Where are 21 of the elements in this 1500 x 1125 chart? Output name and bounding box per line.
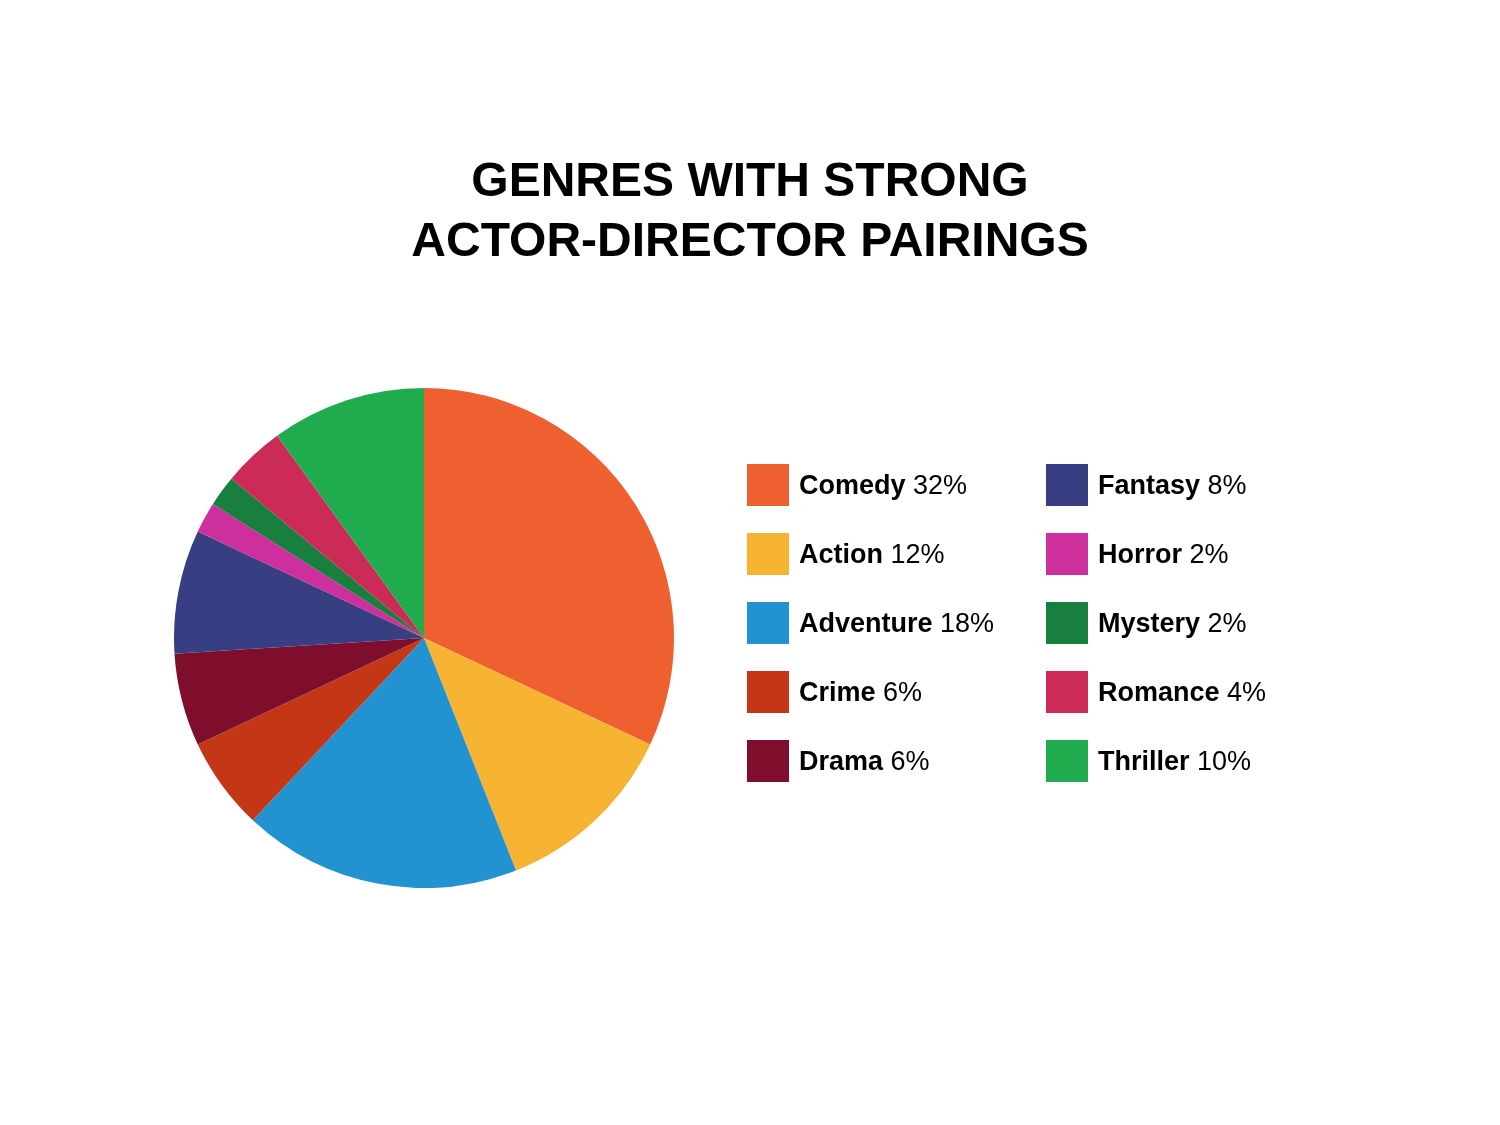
data-label: 4% [1226,676,1267,707]
data-label: 2% [1206,607,1247,638]
data-label: 18% [939,607,995,638]
legend-label: Romance [1098,676,1220,707]
legend-label: Mystery [1098,607,1201,638]
legend-label: Comedy [799,469,906,500]
legend-label: Action [799,538,883,569]
data-label: 12% [889,538,945,569]
data-label: 6% [882,676,923,707]
legend-label: Thriller [1098,745,1190,776]
legend-label: Adventure [799,607,933,638]
data-label: 2% [1188,538,1229,569]
legend-label: Horror [1098,538,1183,569]
data-label: 8% [1206,469,1247,500]
data-label: 10% [1196,745,1252,776]
data-label: 6% [889,745,930,776]
legend-label: Fantasy [1098,469,1201,500]
chart-title: GENRES WITH STRONG ACTOR-DIRECTOR PAIRINGS [410,152,1090,268]
data-label: 32% [912,469,968,500]
legend-label: Crime [799,676,876,707]
legend-label: Drama [799,745,884,776]
